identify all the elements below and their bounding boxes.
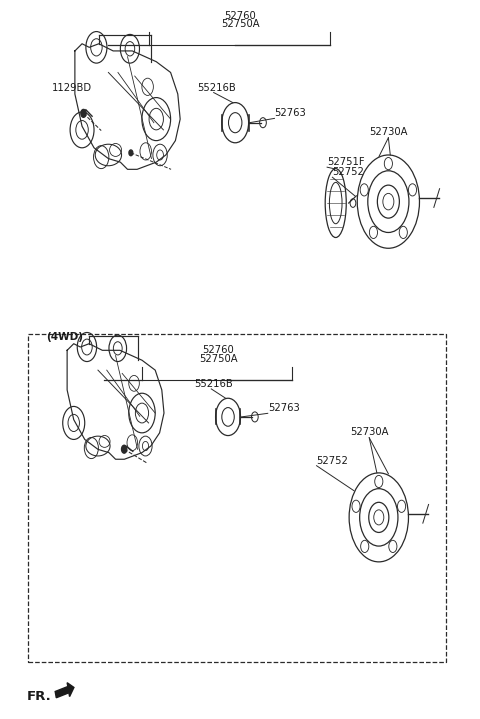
- Circle shape: [369, 503, 389, 533]
- Text: 52730A: 52730A: [369, 127, 408, 137]
- FancyArrow shape: [55, 683, 74, 697]
- Circle shape: [81, 109, 86, 117]
- Text: 52750A: 52750A: [221, 19, 259, 29]
- Text: 52751F: 52751F: [327, 157, 365, 168]
- Text: 52750A: 52750A: [199, 354, 238, 364]
- Text: 52730A: 52730A: [350, 427, 388, 437]
- Text: 52760: 52760: [203, 345, 234, 355]
- Text: 55216B: 55216B: [194, 379, 233, 389]
- Circle shape: [121, 445, 127, 453]
- Text: 52763: 52763: [268, 403, 300, 413]
- Text: 55216B: 55216B: [197, 83, 236, 93]
- Text: 52752: 52752: [317, 456, 348, 466]
- Text: 52763: 52763: [275, 109, 306, 119]
- Text: 52752: 52752: [332, 168, 364, 177]
- Circle shape: [129, 150, 133, 156]
- Text: (4WD): (4WD): [46, 331, 83, 342]
- Circle shape: [377, 185, 399, 218]
- Text: FR.: FR.: [27, 690, 52, 702]
- Text: 1129BD: 1129BD: [51, 83, 92, 93]
- Bar: [28, 334, 446, 662]
- Text: 52760: 52760: [224, 11, 256, 21]
